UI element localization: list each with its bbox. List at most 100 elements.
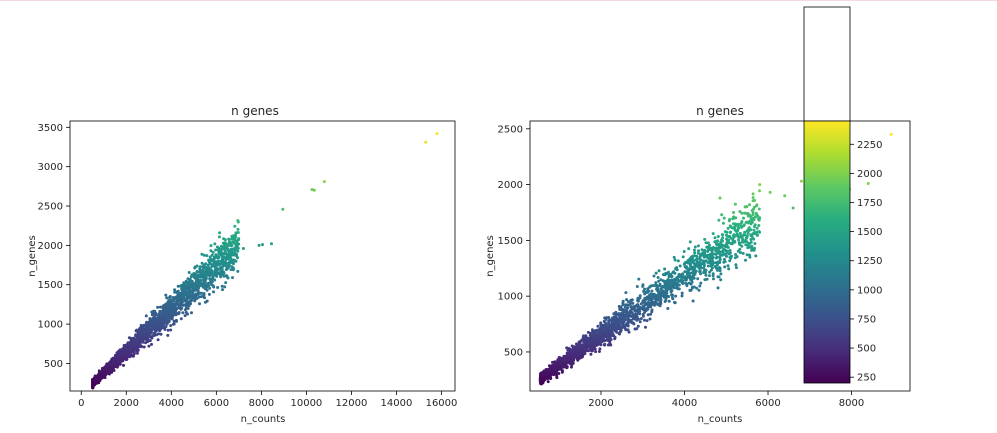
scatter-point: [226, 247, 230, 251]
scatter-point: [225, 275, 229, 278]
scatter-point: [723, 260, 727, 264]
scatter-point: [107, 372, 111, 376]
scatter-point: [587, 336, 591, 340]
scatter-point: [196, 290, 200, 294]
scatter-point: [167, 319, 171, 323]
scatter-point: [233, 237, 237, 240]
scatter-point: [227, 265, 231, 269]
scatter-point: [190, 285, 194, 289]
scatter-point: [122, 363, 125, 367]
scatter-point: [186, 290, 190, 294]
scatter-point: [621, 318, 625, 322]
scatter-point: [199, 295, 203, 299]
scatter-point: [184, 310, 188, 314]
scatter-point: [685, 260, 689, 264]
scatter-point: [592, 334, 596, 337]
scatter-point: [312, 188, 316, 192]
scatter-point: [673, 301, 677, 305]
scatter-point: [584, 340, 588, 344]
scatter-point: [231, 276, 234, 280]
scatter-point: [673, 277, 677, 281]
scatter-point: [200, 272, 204, 276]
scatter-point: [650, 289, 654, 293]
scatter-point: [732, 211, 735, 214]
scatter-point: [565, 346, 569, 350]
scatter-point: [187, 271, 191, 274]
scatter-point: [185, 300, 189, 304]
scatter-point: [216, 259, 220, 263]
scatter-point: [194, 286, 197, 290]
scatter-point: [556, 367, 560, 371]
scatter-point: [646, 305, 650, 309]
scatter-point: [236, 256, 240, 260]
scatter-point: [889, 132, 893, 136]
scatter-point: [183, 314, 187, 318]
scatter-point: [105, 362, 109, 366]
scatter-point: [727, 267, 731, 271]
scatter-point: [743, 205, 747, 209]
scatter-point: [135, 339, 139, 343]
scatter-point: [583, 344, 587, 348]
scatter-point: [205, 254, 209, 258]
scatter-point: [713, 240, 717, 244]
scatter-point: [214, 267, 218, 271]
scatter-point: [227, 261, 231, 265]
scatter-point: [609, 343, 613, 347]
scatter-point: [571, 358, 575, 362]
scatter-point: [148, 339, 152, 343]
scatter-point: [659, 294, 663, 298]
scatter-point: [600, 334, 604, 338]
scatter-point: [152, 313, 156, 317]
scatter-point: [657, 290, 661, 294]
scatter-point: [124, 345, 127, 349]
scatter-point: [180, 299, 184, 303]
scatter-point: [791, 206, 795, 210]
scatter-point: [666, 307, 670, 310]
scatter-point: [654, 271, 658, 275]
scatter-point: [605, 325, 609, 329]
y-tick-label: 3500: [38, 123, 63, 134]
scatter-point: [740, 220, 744, 223]
scatter-point: [697, 288, 701, 292]
scatter-point: [680, 281, 684, 285]
scatter-point: [693, 251, 697, 255]
x-tick-label: 8000: [249, 398, 274, 409]
scatter-point: [695, 257, 699, 261]
scatter-point: [639, 302, 643, 306]
scatter-point: [664, 271, 668, 275]
scatter-point: [157, 332, 160, 336]
left-y-axis-label: n_genes: [27, 235, 38, 277]
scatter-point: [693, 245, 697, 249]
scatter-point: [734, 266, 738, 270]
scatter-point: [643, 307, 647, 311]
scatter-point: [643, 310, 647, 314]
scatter-point: [688, 240, 692, 244]
scatter-point: [154, 312, 158, 315]
scatter-point: [161, 316, 165, 319]
scatter-point: [635, 315, 639, 319]
scatter-point: [579, 355, 583, 359]
scatter-point: [652, 274, 656, 278]
scatter-point: [635, 318, 639, 322]
scatter-point: [152, 309, 155, 313]
scatter-point: [221, 245, 224, 249]
scatter-point: [593, 329, 597, 333]
scatter-point: [215, 274, 219, 278]
scatter-point: [219, 250, 223, 254]
scatter-point: [133, 351, 136, 355]
scatter-point: [91, 384, 95, 388]
scatter-point: [755, 203, 759, 207]
scatter-point: [675, 276, 679, 280]
scatter-point: [716, 275, 720, 279]
scatter-point: [118, 358, 122, 362]
scatter-point: [625, 298, 628, 302]
scatter-point: [164, 293, 168, 297]
scatter-point: [92, 379, 96, 383]
scatter-point: [178, 284, 182, 288]
scatter-point: [641, 314, 645, 318]
scatter-point: [114, 360, 118, 364]
scatter-point: [638, 294, 642, 298]
scatter-point: [192, 289, 196, 293]
scatter-point: [144, 336, 148, 340]
